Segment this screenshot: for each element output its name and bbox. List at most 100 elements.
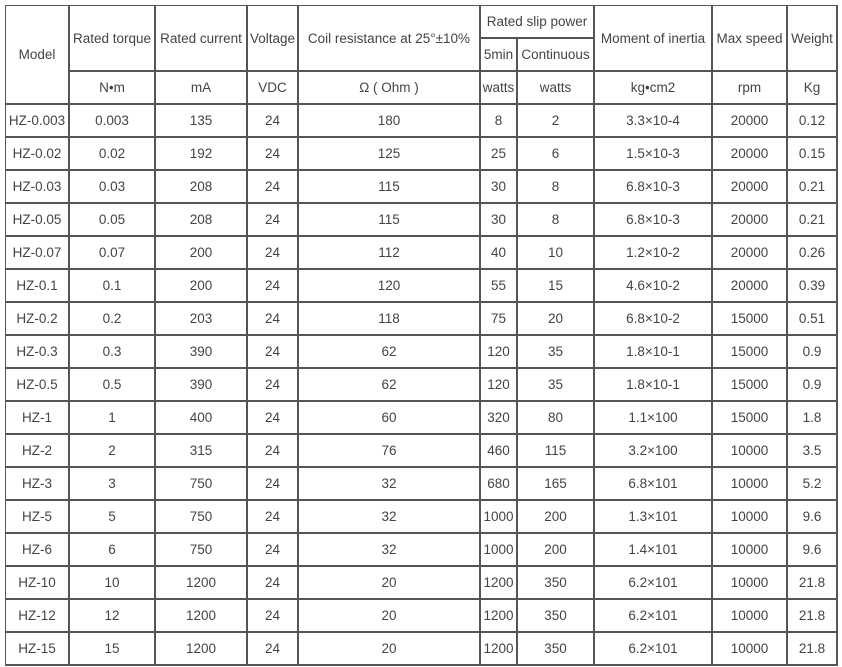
cell-slip-5min: 120 xyxy=(481,369,518,402)
cell-max-speed: 10000 xyxy=(713,435,788,468)
cell-current: 390 xyxy=(156,369,248,402)
cell-slip-continuous: 6 xyxy=(518,138,595,171)
cell-voltage: 24 xyxy=(248,468,299,501)
unit-5min: watts xyxy=(481,72,518,105)
cell-slip-continuous: 35 xyxy=(518,336,595,369)
unit-voltage: VDC xyxy=(248,72,299,105)
cell-max-speed: 20000 xyxy=(713,138,788,171)
cell-current: 390 xyxy=(156,336,248,369)
header-row: Model Rated torque Rated current Voltage… xyxy=(6,6,838,105)
cell-model: HZ-10 xyxy=(6,567,70,600)
cell-weight: 21.8 xyxy=(788,567,838,600)
cell-torque: 0.03 xyxy=(70,171,156,204)
cell-inertia: 6.8×10-3 xyxy=(595,204,713,237)
table-row: HZ-0.003 0.003 135 24 180 8 2 3.3×10-4 20000 0.12 xyxy=(6,105,838,138)
cell-torque: 0.1 xyxy=(70,270,156,303)
cell-model: HZ-0.05 xyxy=(6,204,70,237)
cell-current: 208 xyxy=(156,171,248,204)
cell-slip-continuous: 35 xyxy=(518,369,595,402)
cell-slip-continuous: 20 xyxy=(518,303,595,336)
cell-slip-continuous: 350 xyxy=(518,633,595,666)
cell-resistance: 32 xyxy=(299,534,481,567)
cell-torque: 0.07 xyxy=(70,237,156,270)
cell-weight: 0.9 xyxy=(788,336,838,369)
table-row: HZ-0.3 0.3 390 24 62 120 35 1.8×10-1 15000 0.9 xyxy=(6,336,838,369)
cell-voltage: 24 xyxy=(248,336,299,369)
cell-max-speed: 15000 xyxy=(713,402,788,435)
cell-slip-5min: 460 xyxy=(481,435,518,468)
cell-model: HZ-5 xyxy=(6,501,70,534)
cell-current: 1200 xyxy=(156,600,248,633)
unit-continuous: watts xyxy=(518,72,595,105)
cell-voltage: 24 xyxy=(248,303,299,336)
cell-max-speed: 10000 xyxy=(713,600,788,633)
cell-resistance: 20 xyxy=(299,567,481,600)
cell-torque: 6 xyxy=(70,534,156,567)
table-row: HZ-15 15 1200 24 20 1200 350 6.2×101 10000 21.8 xyxy=(6,633,838,666)
cell-max-speed: 10000 xyxy=(713,468,788,501)
cell-slip-continuous: 200 xyxy=(518,534,595,567)
cell-slip-5min: 1200 xyxy=(481,600,518,633)
cell-inertia: 1.3×101 xyxy=(595,501,713,534)
cell-weight: 0.15 xyxy=(788,138,838,171)
cell-model: HZ-2 xyxy=(6,435,70,468)
cell-max-speed: 20000 xyxy=(713,270,788,303)
cell-resistance: 115 xyxy=(299,204,481,237)
cell-model: HZ-0.3 xyxy=(6,336,70,369)
cell-model: HZ-1 xyxy=(6,402,70,435)
cell-slip-5min: 40 xyxy=(481,237,518,270)
cell-current: 208 xyxy=(156,204,248,237)
cell-voltage: 24 xyxy=(248,138,299,171)
unit-speed: rpm xyxy=(713,72,788,105)
cell-weight: 0.21 xyxy=(788,204,838,237)
cell-voltage: 24 xyxy=(248,105,299,138)
cell-resistance: 20 xyxy=(299,633,481,666)
unit-resistance: Ω ( Ohm ) xyxy=(299,72,481,105)
cell-max-speed: 20000 xyxy=(713,105,788,138)
cell-max-speed: 20000 xyxy=(713,237,788,270)
table-row: HZ-10 10 1200 24 20 1200 350 6.2×101 10000 21.8 xyxy=(6,567,838,600)
cell-voltage: 24 xyxy=(248,270,299,303)
col-header-coil-resistance: Coil resistance at 25°±10% xyxy=(299,6,481,72)
cell-slip-5min: 680 xyxy=(481,468,518,501)
cell-resistance: 115 xyxy=(299,171,481,204)
cell-weight: 0.12 xyxy=(788,105,838,138)
cell-resistance: 62 xyxy=(299,336,481,369)
cell-resistance: 120 xyxy=(299,270,481,303)
col-header-model: Model xyxy=(6,6,70,105)
cell-inertia: 1.8×10-1 xyxy=(595,369,713,402)
cell-torque: 0.5 xyxy=(70,369,156,402)
cell-slip-continuous: 115 xyxy=(518,435,595,468)
cell-slip-continuous: 165 xyxy=(518,468,595,501)
cell-inertia: 6.8×10-2 xyxy=(595,303,713,336)
cell-slip-continuous: 350 xyxy=(518,600,595,633)
cell-weight: 9.6 xyxy=(788,534,838,567)
cell-current: 192 xyxy=(156,138,248,171)
cell-inertia: 6.2×101 xyxy=(595,567,713,600)
cell-weight: 5.2 xyxy=(788,468,838,501)
cell-model: HZ-15 xyxy=(6,633,70,666)
cell-slip-5min: 120 xyxy=(481,336,518,369)
units-row: N•m mA VDC Ω ( Ohm ) watts watts kg•cm2 … xyxy=(6,72,838,105)
table-row: HZ-6 6 750 24 32 1000 200 1.4×101 10000 9.6 xyxy=(6,534,838,567)
cell-current: 200 xyxy=(156,270,248,303)
cell-slip-5min: 30 xyxy=(481,204,518,237)
table-row: HZ-3 3 750 24 32 680 165 6.8×101 10000 5.2 xyxy=(6,468,838,501)
cell-slip-continuous: 350 xyxy=(518,567,595,600)
cell-voltage: 24 xyxy=(248,237,299,270)
cell-weight: 0.9 xyxy=(788,369,838,402)
cell-inertia: 6.8×10-3 xyxy=(595,171,713,204)
col-header-moment-of-inertia: Moment of inertia xyxy=(595,6,713,72)
cell-resistance: 180 xyxy=(299,105,481,138)
cell-current: 750 xyxy=(156,468,248,501)
cell-resistance: 32 xyxy=(299,501,481,534)
col-header-voltage: Voltage xyxy=(248,6,299,72)
cell-resistance: 76 xyxy=(299,435,481,468)
cell-torque: 0.2 xyxy=(70,303,156,336)
table-row: HZ-0.07 0.07 200 24 112 40 10 1.2×10-2 20000 0.26 xyxy=(6,237,838,270)
cell-torque: 3 xyxy=(70,468,156,501)
cell-current: 203 xyxy=(156,303,248,336)
cell-slip-5min: 1200 xyxy=(481,567,518,600)
cell-current: 750 xyxy=(156,501,248,534)
cell-weight: 9.6 xyxy=(788,501,838,534)
